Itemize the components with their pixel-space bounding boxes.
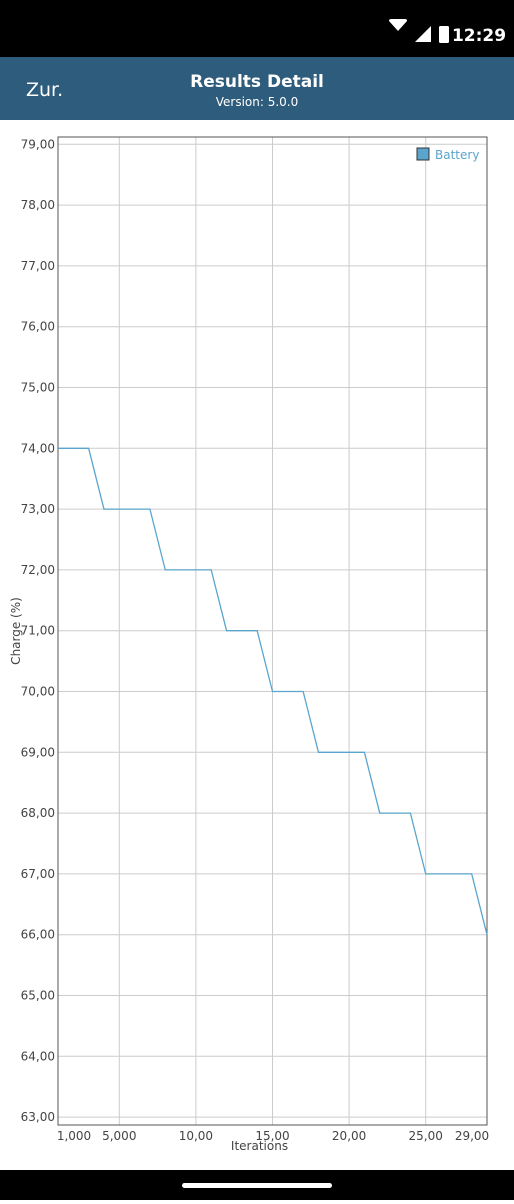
x-tick-label: 15,00 <box>255 1129 289 1143</box>
x-axis-label: Iterations <box>231 1139 288 1153</box>
y-tick-label: 78,00 <box>21 198 55 212</box>
x-tick-label: 20,00 <box>332 1129 366 1143</box>
x-tick-label: 1,000 <box>57 1129 91 1143</box>
back-button[interactable]: Zur. <box>26 79 63 101</box>
wifi-icon <box>389 19 407 31</box>
y-tick-label: 67,00 <box>21 867 55 881</box>
signal-icon <box>415 26 431 42</box>
y-tick-label: 75,00 <box>21 380 55 394</box>
y-tick-label: 66,00 <box>21 928 55 942</box>
x-tick-label: 29,00 <box>455 1129 489 1143</box>
status-bar <box>0 0 514 57</box>
y-tick-label: 68,00 <box>21 806 55 820</box>
y-tick-label: 63,00 <box>21 1110 55 1124</box>
legend-label: Battery <box>435 148 479 162</box>
header <box>0 57 514 120</box>
y-tick-label: 76,00 <box>21 320 55 334</box>
legend-swatch <box>416 147 430 161</box>
y-tick-label: 79,00 <box>21 137 55 151</box>
x-tick-label: 10,00 <box>179 1129 213 1143</box>
y-tick-label: 73,00 <box>21 502 55 516</box>
chart: 63,00 64,00 65,00 66,00 67,00 68,00 69,00 70,00… <box>9 136 489 1153</box>
battery-icon <box>439 26 449 43</box>
y-tick-label: 64,00 <box>21 1049 55 1063</box>
header-title: Results Detail <box>190 72 324 92</box>
y-tick-label: 65,00 <box>21 988 55 1002</box>
y-tick-label: 69,00 <box>21 745 55 759</box>
header-subtitle: Version: 5.0.0 <box>216 95 299 109</box>
x-tick-label: 25,00 <box>409 1129 443 1143</box>
y-axis-label: Charge (%) <box>9 597 23 665</box>
y-tick-label: 70,00 <box>21 684 55 698</box>
series-line <box>58 447 488 935</box>
y-tick-label: 77,00 <box>21 259 55 273</box>
y-tick-label: 74,00 <box>21 441 55 455</box>
home-indicator[interactable] <box>182 1183 332 1188</box>
x-tick-label: 5,000 <box>102 1129 136 1143</box>
y-tick-label: 71,00 <box>21 624 55 638</box>
y-tick-label: 72,00 <box>21 563 55 577</box>
status-time: 12:29 <box>452 26 506 46</box>
plot-frame <box>57 136 488 1126</box>
